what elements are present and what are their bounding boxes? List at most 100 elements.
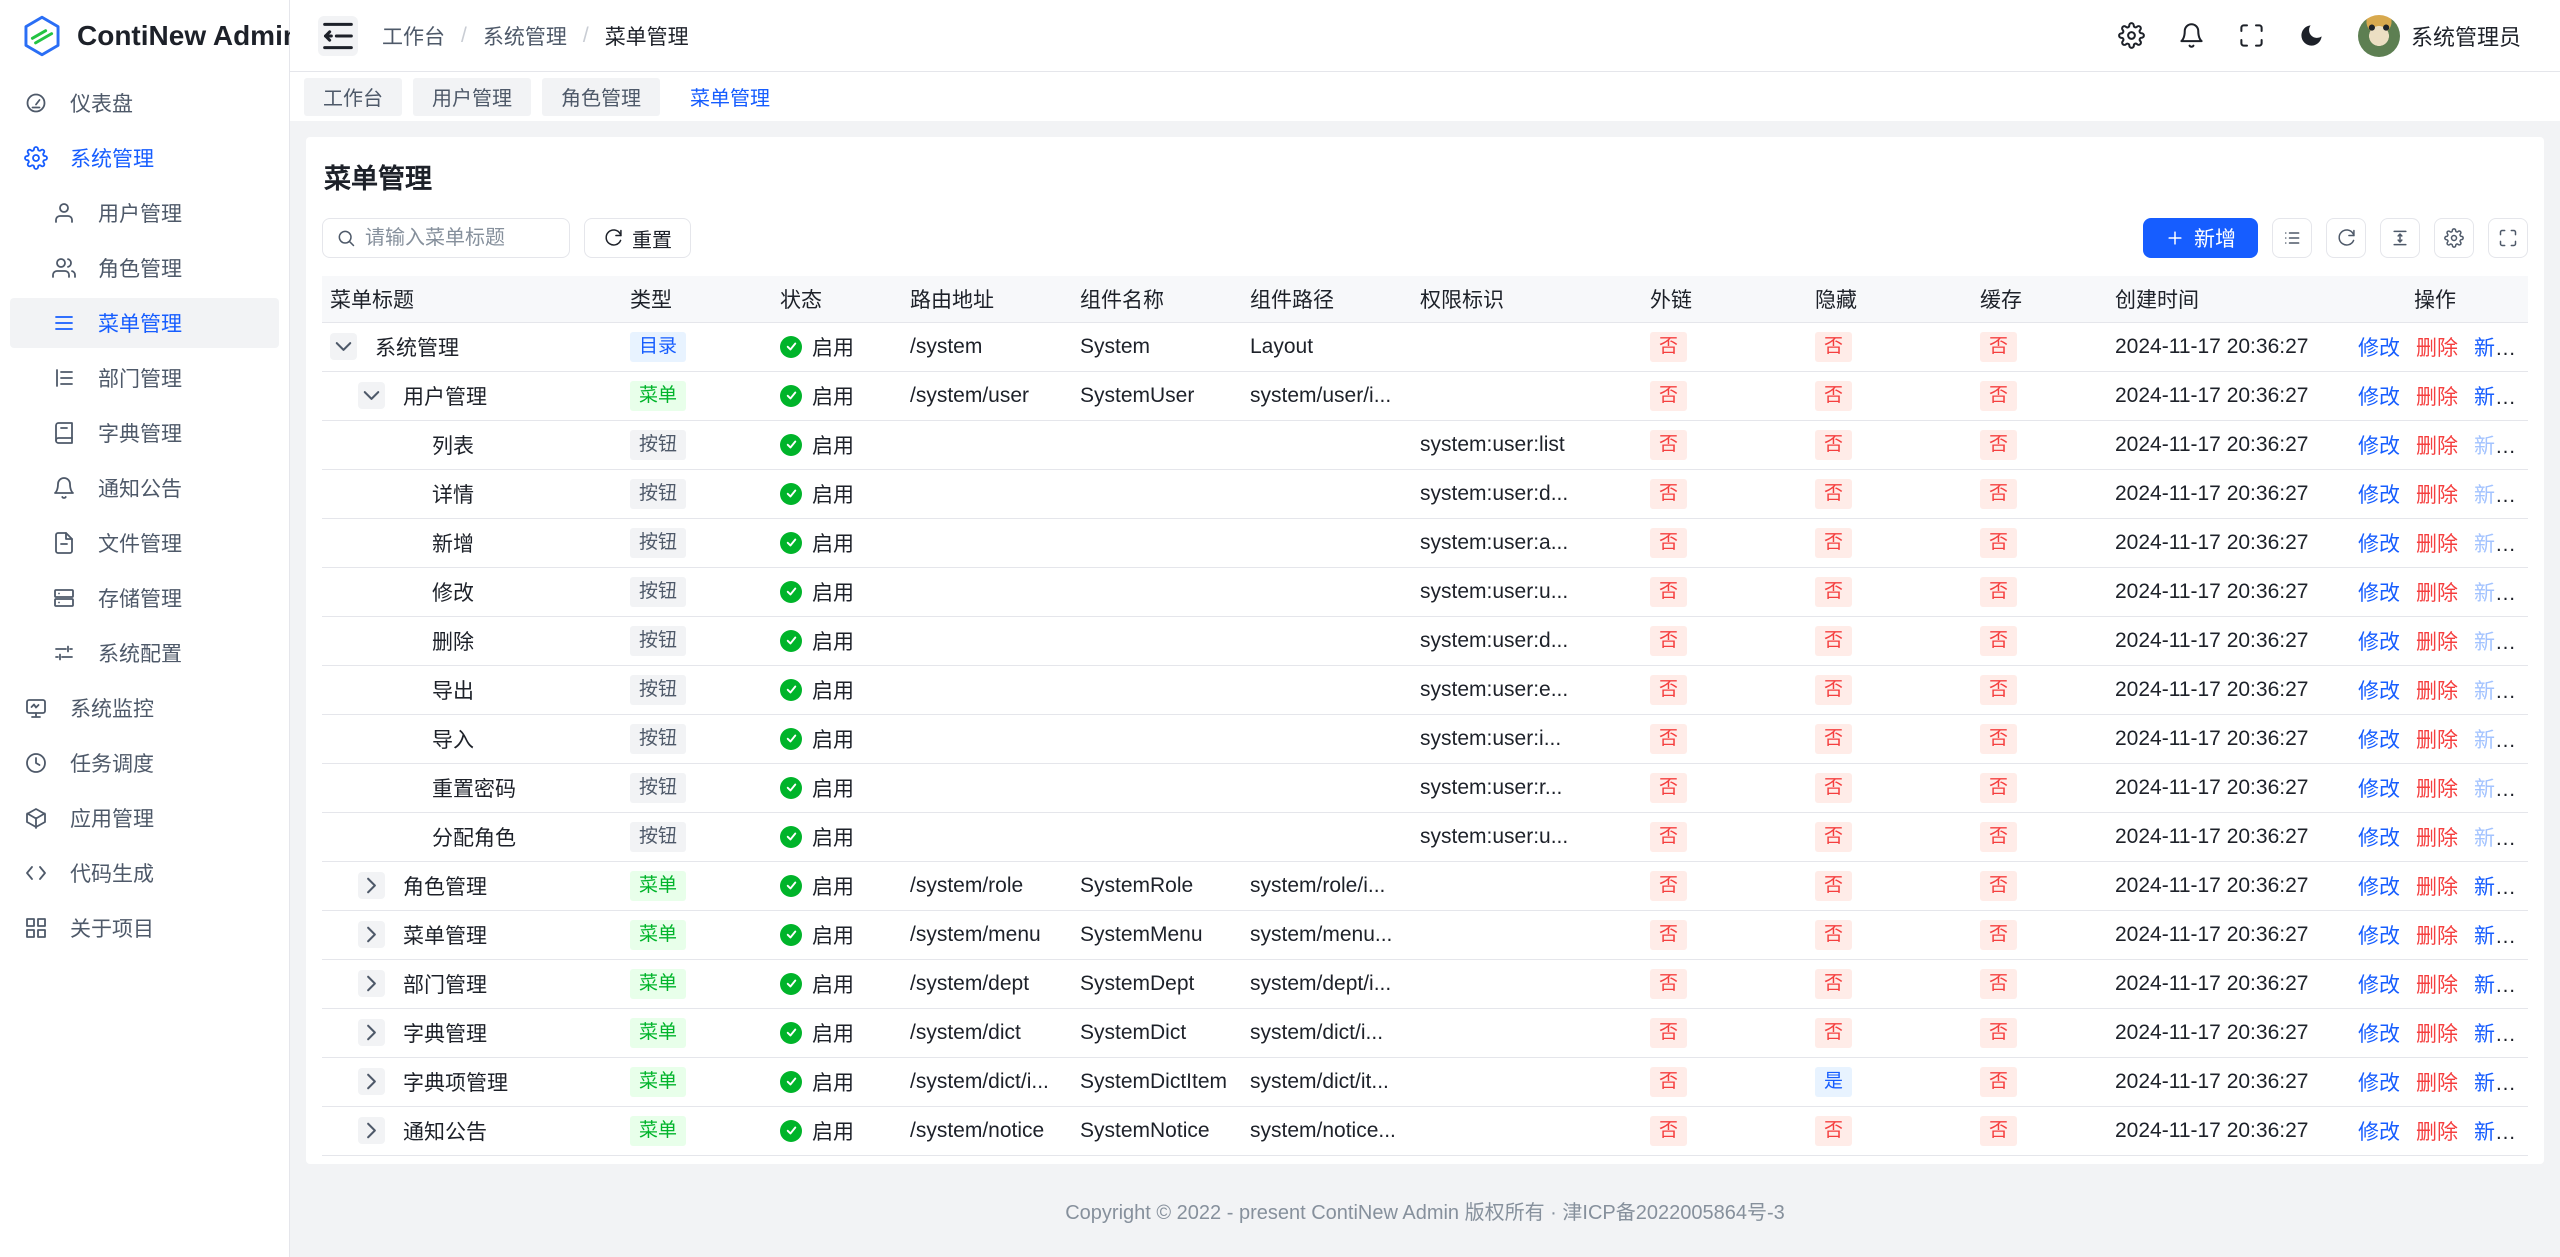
refresh-button[interactable] <box>2326 218 2366 258</box>
status-label: 启用 <box>812 434 854 458</box>
view-list-button[interactable] <box>2272 218 2312 258</box>
add-child-link[interactable]: 新增 <box>2474 1022 2516 1046</box>
add-child-link[interactable]: 新增 <box>2474 1071 2516 1095</box>
delete-link[interactable]: 删除 <box>2416 385 2458 409</box>
fullscreen-table-button[interactable] <box>2488 218 2528 258</box>
delete-link[interactable]: 删除 <box>2416 630 2458 654</box>
sidebar-item-dept-management[interactable]: 部门管理 <box>10 353 279 403</box>
add-child-link[interactable]: 新增 <box>2474 973 2516 997</box>
sidebar-item-storage-management[interactable]: 存储管理 <box>10 573 279 623</box>
edit-link[interactable]: 修改 <box>2358 973 2400 997</box>
menu-title: 修改 <box>432 581 474 605</box>
add-child-link[interactable]: 新增 <box>2474 1120 2516 1144</box>
edit-link[interactable]: 修改 <box>2358 679 2400 703</box>
delete-link[interactable]: 删除 <box>2416 679 2458 703</box>
expand-row-icon[interactable] <box>358 921 385 948</box>
edit-link[interactable]: 修改 <box>2358 532 2400 556</box>
sidebar-item-notice[interactable]: 通知公告 <box>10 463 279 513</box>
line-height-button[interactable] <box>2380 218 2420 258</box>
edit-link[interactable]: 修改 <box>2358 924 2400 948</box>
column-settings-button[interactable] <box>2434 218 2474 258</box>
collapse-row-icon[interactable] <box>330 333 357 360</box>
delete-link[interactable]: 删除 <box>2416 1022 2458 1046</box>
tab-role-management[interactable]: 角色管理 <box>542 77 660 116</box>
delete-link[interactable]: 删除 <box>2416 532 2458 556</box>
search-input[interactable] <box>365 226 556 250</box>
user-menu[interactable]: 系统管理员 <box>2357 14 2532 57</box>
sidebar-item-dashboard[interactable]: 仪表盘 <box>10 78 279 128</box>
menu-title-cell: 部门管理 <box>322 959 622 1009</box>
edit-link[interactable]: 修改 <box>2358 826 2400 850</box>
edit-link[interactable]: 修改 <box>2358 728 2400 752</box>
add-child-link[interactable]: 新增 <box>2474 336 2516 360</box>
delete-link[interactable]: 删除 <box>2416 973 2458 997</box>
edit-link[interactable]: 修改 <box>2358 875 2400 899</box>
add-child-link[interactable]: 新增 <box>2474 875 2516 899</box>
add-child-link[interactable]: 新增 <box>2474 924 2516 948</box>
sidebar-item-app-management[interactable]: 应用管理 <box>10 793 279 843</box>
expand-row-icon[interactable] <box>358 872 385 899</box>
sidebar-item-system-config[interactable]: 系统配置 <box>10 628 279 678</box>
expand-row-icon[interactable] <box>358 1068 385 1095</box>
breadcrumb-item[interactable]: 工作台 <box>382 25 445 49</box>
clock-icon <box>24 751 48 775</box>
external-link-tag: 否 <box>1650 674 1688 705</box>
edit-link[interactable]: 修改 <box>2358 777 2400 801</box>
sidebar-item-about-project[interactable]: 关于项目 <box>10 903 279 953</box>
delete-link[interactable]: 删除 <box>2416 826 2458 850</box>
edit-link[interactable]: 修改 <box>2358 434 2400 458</box>
created-time-cell: 2024-11-17 20:36:27 <box>2107 371 2342 421</box>
sidebar-item-role-management[interactable]: 角色管理 <box>10 243 279 293</box>
status-badge: 启用 <box>780 577 894 607</box>
delete-link[interactable]: 删除 <box>2416 434 2458 458</box>
gear-icon[interactable] <box>2118 22 2145 49</box>
type-cell: 按钮 <box>622 567 772 617</box>
fullscreen-icon[interactable] <box>2238 22 2265 49</box>
bell-icon[interactable] <box>2178 22 2205 49</box>
sidebar-fold-icon[interactable] <box>318 15 358 56</box>
delete-link[interactable]: 删除 <box>2416 875 2458 899</box>
edit-link[interactable]: 修改 <box>2358 1120 2400 1144</box>
edit-link[interactable]: 修改 <box>2358 1071 2400 1095</box>
edit-link[interactable]: 修改 <box>2358 581 2400 605</box>
sidebar-item-system-monitor[interactable]: 系统监控 <box>10 683 279 733</box>
sidebar-item-system-management[interactable]: 系统管理 <box>10 133 279 183</box>
delete-link[interactable]: 删除 <box>2416 336 2458 360</box>
tab-workbench[interactable]: 工作台 <box>304 77 402 116</box>
delete-link[interactable]: 删除 <box>2416 728 2458 752</box>
edit-link[interactable]: 修改 <box>2358 385 2400 409</box>
delete-link[interactable]: 删除 <box>2416 1071 2458 1095</box>
delete-link[interactable]: 删除 <box>2416 777 2458 801</box>
breadcrumb-item[interactable]: 菜单管理 <box>604 25 689 49</box>
edit-link[interactable]: 修改 <box>2358 336 2400 360</box>
add-child-link[interactable]: 新增 <box>2474 385 2516 409</box>
delete-link[interactable]: 删除 <box>2416 924 2458 948</box>
collapse-row-icon[interactable] <box>358 382 385 409</box>
tab-user-management[interactable]: 用户管理 <box>413 77 531 116</box>
sidebar-item-code-generation[interactable]: 代码生成 <box>10 848 279 898</box>
expand-row-icon[interactable] <box>358 1019 385 1046</box>
sidebar-item-task-schedule[interactable]: 任务调度 <box>10 738 279 788</box>
menu-title-cell: 字典管理 <box>322 1008 622 1058</box>
sidebar-item-menu-management[interactable]: 菜单管理 <box>10 298 279 348</box>
sidebar-item-dict-management[interactable]: 字典管理 <box>10 408 279 458</box>
moon-icon[interactable] <box>2298 22 2325 49</box>
edit-link[interactable]: 修改 <box>2358 483 2400 507</box>
delete-link[interactable]: 删除 <box>2416 483 2458 507</box>
add-button[interactable]: 新增 <box>2143 218 2258 258</box>
expand-row-icon[interactable] <box>358 970 385 997</box>
external-link-tag-cell: 否 <box>1642 763 1807 813</box>
delete-link[interactable]: 删除 <box>2416 1120 2458 1144</box>
status-label: 启用 <box>812 826 854 850</box>
edit-link[interactable]: 修改 <box>2358 630 2400 654</box>
sidebar-item-user-management[interactable]: 用户管理 <box>10 188 279 238</box>
sidebar-item-file-management[interactable]: 文件管理 <box>10 518 279 568</box>
breadcrumb-item[interactable]: 系统管理 <box>482 25 567 49</box>
tab-menu-management[interactable]: 菜单管理 <box>671 77 789 116</box>
delete-link[interactable]: 删除 <box>2416 581 2458 605</box>
edit-link[interactable]: 修改 <box>2358 1022 2400 1046</box>
cache-tag: 否 <box>1980 674 2018 705</box>
reset-button[interactable]: 重置 <box>584 218 691 258</box>
menu-title-search[interactable] <box>322 218 570 258</box>
expand-row-icon[interactable] <box>358 1117 385 1144</box>
